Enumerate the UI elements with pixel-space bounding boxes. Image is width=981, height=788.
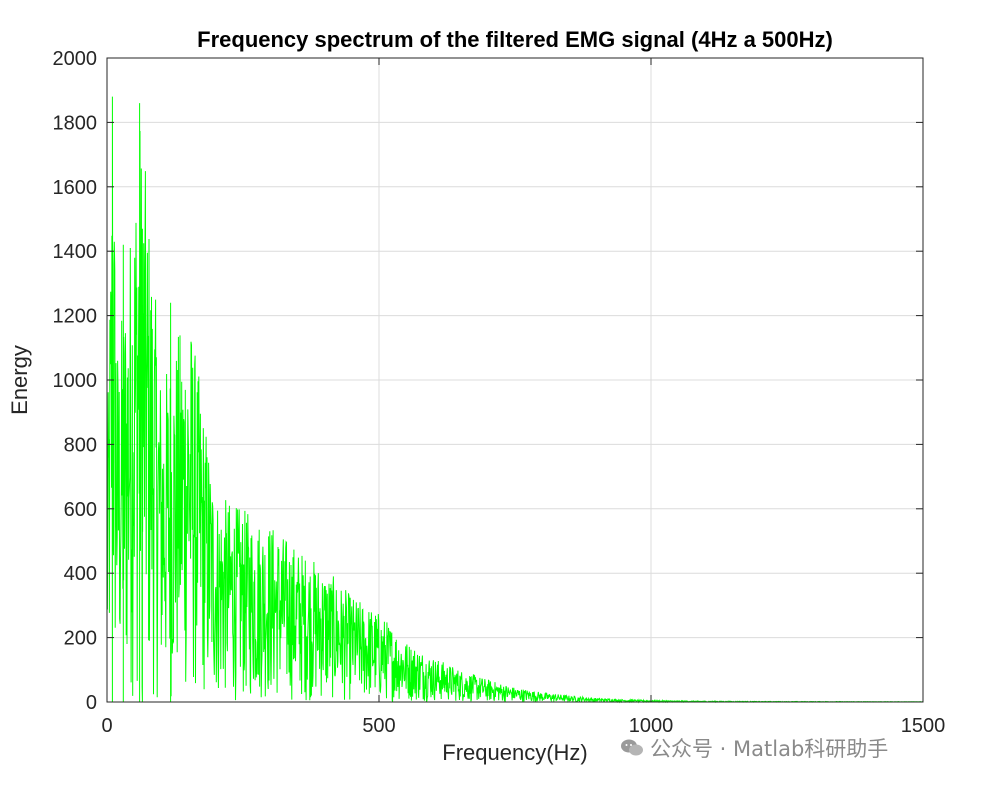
tick-labels: 0 200 400 600 800 1000 1200 1400 1600 1800 2000 0 50… (53, 48, 946, 737)
x-tick-label: 1500 (901, 715, 946, 737)
x-axis-label: Frequency(Hz) (442, 740, 587, 765)
y-axis-label: Energy (7, 345, 32, 415)
wechat-icon (621, 739, 643, 756)
y-tick-label: 1000 (53, 370, 98, 392)
y-tick-label: 0 (86, 692, 97, 714)
x-tick-label: 500 (362, 715, 395, 737)
x-tick-label: 1000 (629, 715, 674, 737)
y-tick-label: 1200 (53, 306, 98, 328)
x-tick-label: 0 (101, 715, 112, 737)
watermark: 公众号 · Matlab科研助手 (620, 733, 888, 763)
y-tick-label: 1800 (53, 112, 98, 134)
y-tick-label: 1600 (53, 177, 98, 199)
watermark-text: 公众号 · Matlab科研助手 (650, 737, 889, 761)
y-tick-label: 800 (64, 434, 97, 456)
y-tick-label: 200 (64, 628, 97, 650)
y-tick-label: 1400 (53, 241, 98, 263)
y-tick-label: 2000 (53, 48, 98, 70)
y-tick-label: 600 (64, 499, 97, 521)
tick-marks (106, 57, 924, 703)
chart-title: Frequency spectrum of the filtered EMG s… (197, 27, 833, 52)
y-tick-label: 400 (64, 563, 97, 585)
